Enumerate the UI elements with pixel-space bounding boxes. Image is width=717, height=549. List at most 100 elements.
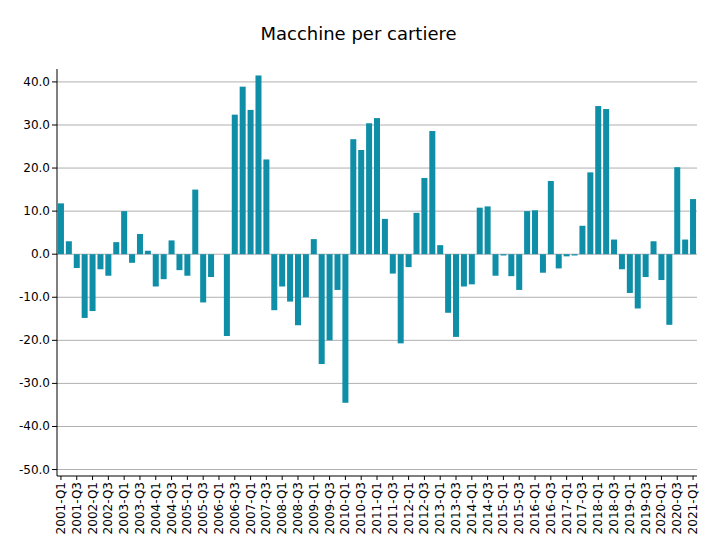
bar xyxy=(208,254,214,277)
bar xyxy=(595,106,601,254)
bar xyxy=(564,254,570,256)
x-tick-label: 2012-Q3 xyxy=(417,482,431,534)
bar xyxy=(82,254,88,318)
x-tick-label: 2017-Q3 xyxy=(575,482,589,534)
bar xyxy=(611,240,617,255)
bar xyxy=(327,254,333,340)
y-tick xyxy=(52,254,57,255)
x-tick-label: 2004-Q1 xyxy=(149,482,163,534)
x-tick xyxy=(440,476,441,480)
y-tick-label: 10.0 xyxy=(23,204,50,218)
bar xyxy=(524,211,530,254)
bar xyxy=(579,226,585,254)
bar xyxy=(414,213,420,254)
y-tick xyxy=(52,124,57,125)
x-tick xyxy=(108,476,109,480)
x-tick-label: 2019-Q1 xyxy=(623,482,637,534)
bar xyxy=(137,234,143,254)
x-tick xyxy=(519,476,520,480)
x-tick xyxy=(550,476,551,480)
bars xyxy=(58,75,696,402)
bar xyxy=(682,240,688,255)
grid-line xyxy=(57,297,697,298)
x-tick xyxy=(345,476,346,480)
x-tick-label: 2017-Q1 xyxy=(560,482,574,534)
x-tick xyxy=(171,476,172,480)
x-tick-label: 2001-Q3 xyxy=(70,482,84,534)
x-tick-label: 2013-Q3 xyxy=(449,482,463,534)
title: Macchine per cartiere xyxy=(260,23,456,44)
bar xyxy=(255,75,261,254)
y-tick xyxy=(52,426,57,427)
bar xyxy=(587,172,593,254)
bar xyxy=(129,254,135,263)
x-tick xyxy=(92,476,93,480)
x-tick xyxy=(392,476,393,480)
y-tick-label: 0.0 xyxy=(31,247,50,261)
x-tick-label: 2003-Q1 xyxy=(117,482,131,534)
x-tick xyxy=(377,476,378,480)
bar xyxy=(121,211,127,254)
bar xyxy=(374,118,380,254)
x-tick-label: 2006-Q3 xyxy=(228,482,242,534)
x-tick xyxy=(471,476,472,480)
y-tick xyxy=(52,340,57,341)
bar xyxy=(113,242,119,254)
x-tick xyxy=(313,476,314,480)
y-tick-label: -40.0 xyxy=(19,419,50,433)
x-tick xyxy=(582,476,583,480)
bar xyxy=(453,254,459,337)
bar xyxy=(342,254,348,403)
bar xyxy=(287,254,293,301)
x-tick xyxy=(456,476,457,480)
bar xyxy=(192,190,198,255)
x-tick-label: 2010-Q3 xyxy=(354,482,368,534)
x-tick-label: 2011-Q1 xyxy=(370,482,384,534)
x-tick-label: 2006-Q1 xyxy=(212,482,226,534)
bar xyxy=(469,254,475,284)
bar xyxy=(350,139,356,254)
x-tick-label: 2009-Q3 xyxy=(323,482,337,534)
x-tick-label: 2018-Q3 xyxy=(607,482,621,534)
bar xyxy=(334,254,340,290)
bar xyxy=(90,254,96,311)
bar xyxy=(153,254,159,286)
bar xyxy=(437,245,443,254)
bar xyxy=(485,206,491,254)
bar xyxy=(248,110,254,254)
bar xyxy=(169,240,175,254)
y-tick-label: 30.0 xyxy=(23,118,50,132)
x-tick-label: 2020-Q3 xyxy=(670,482,684,534)
bar xyxy=(271,254,277,310)
x-tick xyxy=(424,476,425,480)
bar xyxy=(429,131,435,254)
x-tick xyxy=(266,476,267,480)
bar xyxy=(200,254,206,302)
x-tick xyxy=(408,476,409,480)
x-tick-label: 2008-Q1 xyxy=(275,482,289,534)
x-tick xyxy=(598,476,599,480)
bar xyxy=(532,210,538,254)
y-tick xyxy=(52,81,57,82)
x-tick xyxy=(614,476,615,480)
x-tick xyxy=(282,476,283,480)
bar xyxy=(500,254,506,255)
y-tick xyxy=(52,168,57,169)
bar xyxy=(311,239,317,254)
bar xyxy=(279,254,285,286)
bar xyxy=(643,254,649,277)
x-tick xyxy=(124,476,125,480)
y-tick-label: -30.0 xyxy=(19,376,50,390)
bar xyxy=(556,254,562,268)
x-tick xyxy=(187,476,188,480)
x-tick xyxy=(645,476,646,480)
bar xyxy=(390,254,396,273)
y-tick-label: 40.0 xyxy=(23,75,50,89)
bar xyxy=(263,159,269,254)
grid-line xyxy=(57,383,697,384)
x-tick xyxy=(329,476,330,480)
y-tick xyxy=(52,211,57,212)
x-tick-label: 2010-Q1 xyxy=(338,482,352,534)
x-tick-label: 2012-Q1 xyxy=(402,482,416,534)
x-tick-label: 2019-Q3 xyxy=(639,482,653,534)
